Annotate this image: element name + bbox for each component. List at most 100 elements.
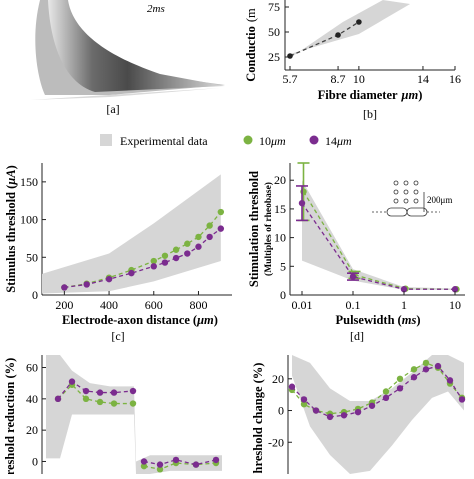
panel-d-ylabel-2: (Multiples of rheobase) [263,182,274,276]
panel-d-xtick-label-1: 0.1 [346,298,361,312]
panel-f: hreshold change (%) [251,355,289,474]
panel-d-series-1-line [301,202,455,290]
panel-b-xlabel: Fibre diameter μm) [318,88,423,102]
panel-b-point-1 [335,32,341,38]
panel-f-series-0-point-9 [410,366,418,373]
panel-d-xtick-label-0: 0.01 [292,298,313,312]
panel-c-series-0-point-9 [206,222,213,229]
panel-c-series-0-point-10 [217,208,225,216]
panel-b-xtick-label-3: 14 [417,72,429,86]
panel-d-band [302,180,455,290]
panel-c-xtick-label-0: 200 [55,298,73,312]
panel-c-series-1-point-1 [83,281,90,288]
panel-b-xtick-label-1: 8.7 [331,72,346,86]
surface-plot-front [48,0,225,92]
legend-label-experimental: Experimental data [120,134,208,148]
panel-b-ytick-label-2: 25 [268,50,280,64]
panel-e-series-0-point-2 [82,395,90,403]
panel-e-series-1-point-8 [172,456,180,464]
panel-f-series-0-point-8 [396,375,404,382]
panel-d-ytick-label-4: 20 [274,173,286,187]
panel-d: Stimulation threshold (Multiples of rheo… [247,163,465,343]
panel-b-xtick-label-0: 5.7 [283,72,298,86]
panel-b-xtick-label-4: 16 [449,72,461,86]
panel-label-b: [b] [363,107,377,121]
panel-e-band [46,355,222,474]
panel-f-series-1-point-7 [382,394,390,402]
panel-e-series-1-point-2 [82,387,90,395]
panel-label-d: [d] [350,329,364,343]
panel-f-series-1-point-6 [368,402,376,409]
panel-b-point-0 [287,53,293,59]
panel-d-ytick-label-0: 0 [280,288,286,302]
panel-c-xtick-label-3: 800 [189,298,207,312]
panel-d-ytick-label-3: 15 [274,202,286,216]
panel-e-series-1-point-10 [212,456,220,464]
panel-f-series-1-point-8 [396,385,404,392]
panel-e-series-1-point-5 [129,387,137,395]
panel-c-series-1-point-3 [128,269,135,277]
panel-f-series-1-point-4 [340,412,348,419]
panel-e-series-1-point-7 [156,461,164,468]
panel-e-ylabel: hreshold reduction (%) [3,358,17,474]
panel-f-series-1-point-13 [458,396,466,403]
panel-f-series-1-point-2 [312,407,320,414]
panel-c-series-1-point-0 [61,284,68,291]
panel-e-ytick-label-0: 60 [26,361,38,375]
panel-b-ytick-label-0: 75 [268,0,280,14]
panel-b: Conductio(m Fibre diameter μm) [b] [244,0,455,121]
panel-c-series-0-point-6 [172,246,180,253]
panel-d-ytick-label-2: 10 [274,231,286,245]
panel-b-ytick-label-1: 50 [268,25,280,39]
panel-f-series-0-point-1 [300,400,308,408]
panel-c-xlabel: Electrode-axon distance (μm) [62,313,218,327]
panel-c-series-1-point-5 [161,259,169,266]
panel-d-series-1-point-0 [298,199,306,207]
panel-f-series-1-point-3 [326,413,334,421]
panel-d-series-1-point-3 [451,286,459,293]
inset-scale-label: 200μm [427,195,452,205]
panel-d-xlabel: Pulsewidth (ms) [336,313,421,327]
panel-e-series-0-point-4 [110,400,118,407]
panel-b-point-2 [356,19,362,25]
panel-e-series-0-point-7 [156,466,164,473]
panel-c-xtick-label-2: 600 [145,298,163,312]
panel-d-ylabel-1: Stimulation threshold [247,171,261,287]
panel-c-series-1-point-6 [172,254,180,262]
panel-e-series-1-point-1 [68,378,76,385]
panel-c-series-1-point-4 [150,263,157,270]
panel-f-series-1-point-11 [434,362,442,370]
panel-e-series-1-point-0 [54,395,62,403]
panel-f-series-1-point-1 [300,396,308,403]
panel-e-series-0-point-6 [140,462,148,470]
legend-label-14um: 14μm [325,134,352,148]
legend-marker-14um [309,135,319,145]
panel-c-band [42,174,221,294]
panel-e-series-0-point-3 [96,398,104,406]
panel-f-series-1-point-12 [446,377,454,384]
panel-e-ytick-label-2: 20 [26,423,38,437]
legend-label-10um: 10μm [259,134,286,148]
panel-e-series-1-point-6 [140,458,148,465]
panel-c-series-0-point-4 [150,257,157,265]
panel-c-ytick-label-1: 50 [26,250,38,264]
legend-swatch-experimental [100,134,112,146]
panel-e-series-1-point-9 [192,461,200,468]
panel-b-xtick-label-2: 10 [353,72,365,86]
panel-c-ytick-label-2: 100 [20,213,38,227]
panel-f-ytick-label-1: 0 [278,404,284,418]
panel-b-band [290,0,411,58]
panel-d-xtick-label-2: 1 [401,298,407,312]
legend: Experimental data 10μm 14μm [100,134,352,148]
panel-c-series-1-point-7 [184,250,191,257]
panel-d-xtick-label-3: 10 [449,298,461,312]
surface-plot-base [30,88,220,100]
panel-f-band [292,355,464,474]
panel-c-series-1-point-10 [217,225,225,232]
panel-c-xtick-label-1: 400 [100,298,118,312]
panel-c: Stimulus threshold (μA) Electrode-axon d… [4,163,232,343]
electrode-inset: 200μm [372,180,452,217]
